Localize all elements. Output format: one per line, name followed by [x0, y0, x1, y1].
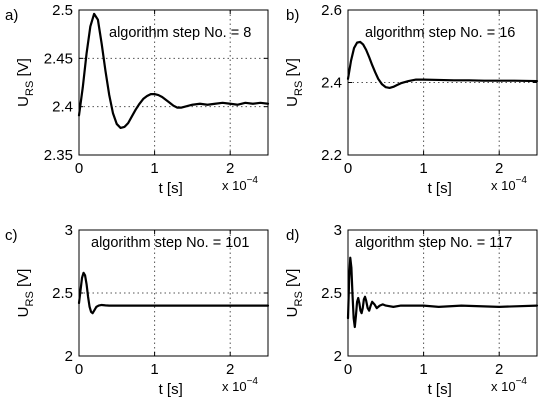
x-tick-label: 1	[419, 361, 427, 378]
x-axis-label: t [s]	[159, 180, 183, 197]
chart-panel-2: 0 1 2 2.2 2.4 2.6 t [s] x 10−4 URS [V] b) algorith…	[284, 2, 539, 197]
annotation-text: algorithm step No. = 101	[91, 235, 249, 251]
x-axis-multiplier: x 10−4	[222, 175, 258, 193]
x-tick-label: 1	[150, 160, 158, 177]
panel-label: b)	[286, 7, 299, 24]
annotation-text: algorithm step No. = 117	[355, 235, 512, 251]
axes-frame	[78, 9, 269, 156]
panel-label: a)	[5, 7, 18, 24]
y-tick-label: 2.4	[52, 99, 73, 116]
series-line-1	[346, 40, 539, 90]
x-tick-label: 1	[419, 160, 427, 177]
x-tick-label: 2	[495, 361, 503, 378]
y-axis-label: URS [V]	[284, 58, 305, 107]
plot-area	[79, 10, 268, 155]
y-tick-label: 3	[65, 222, 73, 239]
chart-panel-3: 0 1 2 2 2.5 3 t [s] x 10−4 URS [V] c) algorithm st…	[5, 222, 270, 398]
x-axis-label: t [s]	[428, 381, 452, 398]
x-axis-multiplier: x 10−4	[491, 175, 527, 193]
y-axis-label: URS [V]	[15, 58, 36, 107]
y-tick-label: 2.5	[52, 2, 73, 19]
y-tick-label: 2	[334, 348, 342, 365]
x-tick-label: 2	[226, 160, 234, 177]
y-tick-label: 2.5	[321, 285, 342, 302]
x-tick-label: 0	[344, 160, 352, 177]
x-tick-label: 2	[495, 160, 503, 177]
y-tick-label: 2.5	[52, 285, 73, 302]
x-tick-label: 0	[75, 361, 83, 378]
panel-label: c)	[5, 227, 18, 244]
x-axis-label: t [s]	[159, 381, 183, 398]
y-axis-label: URS [V]	[15, 269, 36, 318]
series-line-1	[77, 271, 270, 315]
y-tick-label: 2.2	[321, 147, 342, 164]
x-axis-multiplier: x 10−4	[222, 376, 258, 394]
chart-panel-1: 0 1 2 2.35 2.4 2.45 2.5 t [s] x 10−4 URS [V] a) alg…	[5, 2, 270, 197]
x-tick-label: 2	[226, 361, 234, 378]
series-line-1	[77, 12, 270, 130]
annotation-text: algorithm step No. = 16	[365, 25, 515, 41]
y-tick-label: 2.35	[44, 147, 73, 164]
annotation-text: algorithm step No. = 8	[109, 25, 251, 41]
y-tick-label: 2.6	[321, 2, 342, 19]
y-tick-label: 2.45	[44, 50, 73, 67]
x-tick-label: 0	[344, 361, 352, 378]
x-axis-multiplier: x 10−4	[491, 376, 527, 394]
x-tick-label: 1	[150, 361, 158, 378]
x-tick-label: 0	[75, 160, 83, 177]
panel-label: d)	[286, 227, 299, 244]
series-line-1	[346, 256, 539, 329]
y-tick-label: 3	[334, 222, 342, 239]
x-axis-label: t [s]	[428, 180, 452, 197]
chart-panel-4: 0 1 2 2 2.5 3 t [s] x 10−4 URS [V] d) algorithm st…	[284, 222, 539, 398]
y-tick-label: 2	[65, 348, 73, 365]
y-axis-label: URS [V]	[284, 269, 305, 318]
y-tick-label: 2.4	[321, 75, 342, 92]
